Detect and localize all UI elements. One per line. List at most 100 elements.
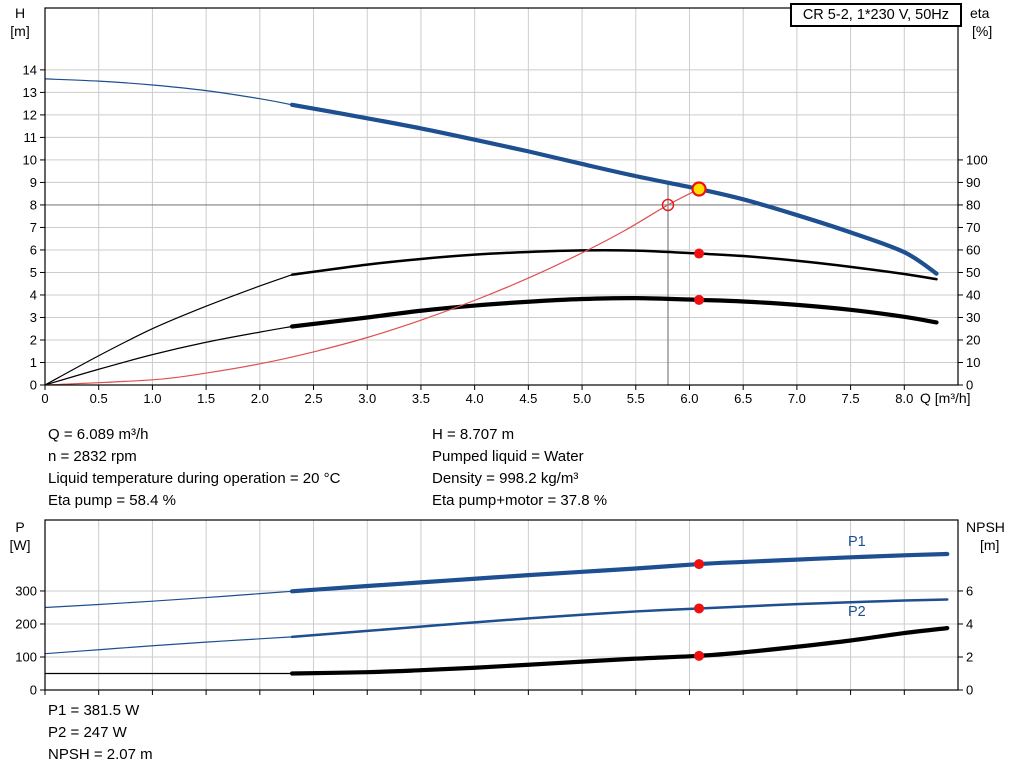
eta-tick-label: 100 [966, 152, 988, 167]
npsh-tick-label: 4 [966, 616, 973, 631]
curve-p2 [290, 598, 949, 639]
h-tick-label: 7 [30, 220, 37, 235]
curve-p2-low-flow-segment [44, 636, 293, 655]
q-tick-label: 6.5 [734, 391, 752, 406]
h-tick-label: 10 [23, 152, 37, 167]
operating-data-right-column: H = 8.707 m Pumped liquid = Water Density … [432, 424, 607, 512]
eta-tick-label: 70 [966, 220, 980, 235]
h-axis-title: H [15, 5, 25, 21]
eta-tick-label: 80 [966, 197, 980, 212]
q-tick-label: 0.5 [90, 391, 108, 406]
info-line: NPSH = 2.07 m [48, 746, 153, 763]
marker-eta-pump-point [694, 248, 705, 259]
p1-curve-label: P1 [848, 534, 866, 550]
p-tick-label: 200 [15, 616, 37, 631]
q-tick-label: 1.0 [143, 391, 161, 406]
p-axis-title: P [15, 519, 24, 535]
q-tick-label: 5.0 [573, 391, 591, 406]
curve-qh-curve-low-flow-segment [44, 78, 293, 106]
h-tick-label: 5 [30, 265, 37, 280]
p-axis-unit: [W] [10, 537, 31, 553]
marker-requested-duty-point [661, 198, 675, 212]
top-plot-grid [45, 8, 958, 385]
q-tick-label: 6.0 [680, 391, 698, 406]
eta-tick-label: 30 [966, 310, 980, 325]
q-tick-label: 4.5 [519, 391, 537, 406]
bottom-plot-frame [44, 519, 959, 691]
info-line: P1 = 381.5 W [48, 702, 140, 719]
npsh-tick-label: 0 [966, 683, 973, 698]
eta-tick-label: 60 [966, 242, 980, 257]
q-tick-label: 8.0 [895, 391, 913, 406]
p-tick-label: 100 [15, 649, 37, 664]
eta-tick-label: 40 [966, 287, 980, 302]
q-tick-label: 1.5 [197, 391, 215, 406]
marker-p2-point [694, 603, 705, 614]
power-npsh-chart: 0 100 200 300 0 2 4 6 [15, 519, 973, 698]
h-tick-label: 3 [30, 310, 37, 325]
h-tick-label: 11 [24, 130, 38, 145]
h-tick-label: 12 [23, 107, 37, 122]
power-npsh-data-block: P1 = 381.5 W P2 = 247 W NPSH = 2.07 m [48, 700, 153, 766]
pump-title-box: CR 5-2, 1*230 V, 50Hz [789, 3, 962, 27]
eta-tick-label: 50 [966, 265, 980, 280]
q-tick-label: 5.5 [627, 391, 645, 406]
curve-eta-pump-motor [289, 295, 939, 329]
eta-tick-label: 10 [966, 355, 980, 370]
info-line: Q = 6.089 m³/h [48, 426, 149, 443]
operating-data-left-column: Q = 6.089 m³/h n = 2832 rpm Liquid tempera… [48, 424, 340, 512]
npsh-tick-label: 2 [966, 649, 973, 664]
q-tick-label: 3.0 [358, 391, 376, 406]
marker-npsh-point [694, 650, 705, 661]
h-tick-label: 4 [30, 287, 37, 302]
q-tick-label: 7.5 [842, 391, 860, 406]
q-tick-label: 3.5 [412, 391, 430, 406]
top-plot-tick-marks [40, 69, 963, 390]
npsh-axis-unit: [m] [980, 537, 999, 553]
q-tick-label: 2.5 [304, 391, 322, 406]
info-line: Density = 998.2 kg/m³ [432, 470, 579, 487]
marker-eta-pump-motor-point [694, 294, 705, 305]
npsh-axis-title: NPSH [966, 519, 1005, 535]
p-tick-label: 300 [15, 583, 37, 598]
top-plot-frame [44, 7, 959, 386]
q-tick-label: 0 [41, 391, 48, 406]
curve-eta-pump-motor-low-flow-segment [44, 325, 293, 386]
q-axis-title: Q [m³/h] [920, 390, 971, 406]
curve-eta-pump [290, 248, 938, 281]
curve-eta-pump-low-flow-segment [44, 274, 293, 386]
curve-system-curve [44, 188, 700, 386]
h-tick-label: 13 [23, 85, 37, 100]
q-tick-label: 4.0 [466, 391, 484, 406]
info-line: Liquid temperature during operation = 20… [48, 470, 341, 487]
h-tick-label: 9 [30, 175, 37, 190]
curve-qh-curve [289, 102, 939, 276]
info-line: Eta pump+motor = 37.8 % [432, 492, 608, 509]
p2-curve-label: P2 [848, 604, 866, 620]
h-tick-label: 2 [30, 332, 37, 347]
q-tick-label: 7.0 [788, 391, 806, 406]
eta-axis-unit: [%] [972, 23, 992, 39]
eta-axis-title: eta [970, 5, 990, 21]
curve-p1-low-flow-segment [44, 590, 293, 609]
info-line: P2 = 247 W [48, 724, 127, 741]
bottom-plot-grid [45, 520, 958, 690]
marker-p1-point [694, 559, 705, 570]
qh-eta-chart: 0123456789101112131401020304050607080901… [23, 7, 988, 406]
eta-tick-label: 20 [966, 332, 980, 347]
p-tick-label: 0 [30, 683, 37, 698]
eta-tick-label: 90 [966, 175, 980, 190]
h-axis-unit: [m] [10, 23, 29, 39]
h-tick-label: 8 [30, 197, 37, 212]
bottom-plot-tick-marks [40, 590, 963, 695]
info-line: Eta pump = 58.4 % [48, 492, 176, 509]
marker-operating-point [691, 181, 707, 197]
curve-p1 [289, 551, 950, 594]
q-tick-label: 2.0 [251, 391, 269, 406]
npsh-tick-label: 6 [966, 583, 973, 598]
h-tick-label: 6 [30, 242, 37, 257]
info-line: n = 2832 rpm [48, 448, 137, 465]
h-tick-label: 14 [23, 62, 37, 77]
